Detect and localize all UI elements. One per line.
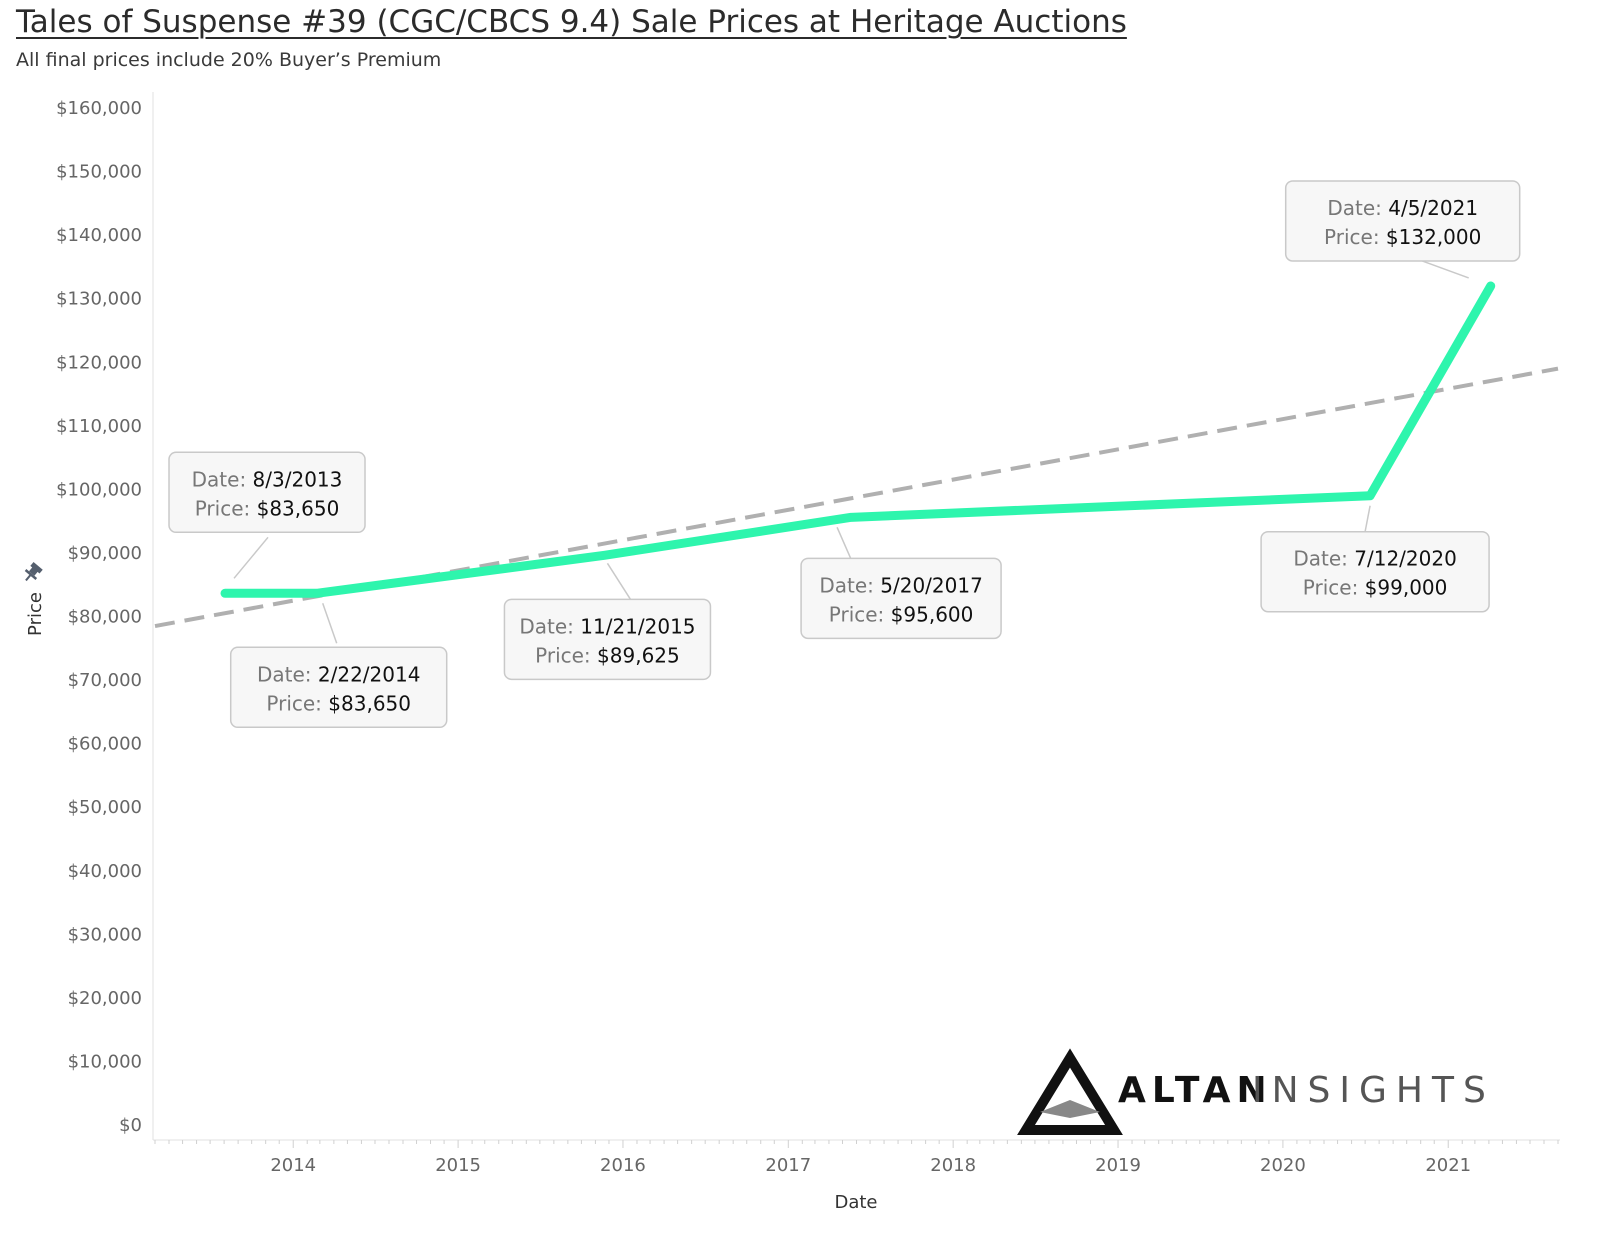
annotation-date: Date: 11/21/2015 — [519, 614, 695, 638]
annotation-date: Date: 8/3/2013 — [192, 467, 343, 491]
annotation-box — [800, 557, 1002, 640]
annotation-leader-line — [1416, 258, 1469, 279]
point-annotation: Date: 5/20/2017 Price: $95,600 — [800, 527, 1002, 640]
annotation-date: Date: 2/22/2014 — [257, 662, 420, 686]
x-axis-ticks: 2014 2015 2016 2017 2018 2019 2020 2021 — [270, 1155, 1471, 1176]
point-annotation: Date: 7/12/2020 Price: $99,000 — [1260, 505, 1490, 613]
y-tick-label: $20,000 — [68, 988, 142, 1009]
y-tick-label: $150,000 — [56, 162, 142, 183]
y-tick-label: $90,000 — [68, 543, 142, 564]
chart-title: Tales of Suspense #39 (CGC/CBCS 9.4) Sal… — [16, 4, 1127, 40]
y-tick-label: $60,000 — [68, 734, 142, 755]
altan-insights-logo: ALTAN INSIGHTS — [1017, 1048, 1495, 1135]
x-tick-label: 2018 — [930, 1155, 976, 1176]
x-tick-label: 2019 — [1095, 1155, 1141, 1176]
x-tick-label: 2016 — [600, 1155, 646, 1176]
pin-icon[interactable] — [21, 561, 44, 585]
annotation-price: Price: $99,000 — [1303, 576, 1448, 600]
annotation-date: Date: 4/5/2021 — [1327, 196, 1478, 220]
x-tick-label: 2015 — [435, 1155, 481, 1176]
y-tick-label: $140,000 — [56, 225, 142, 246]
point-annotation: Date: 8/3/2013 Price: $83,650 — [168, 451, 366, 579]
point-annotation: Date: 2/22/2014 Price: $83,650 — [229, 603, 448, 729]
annotation-box — [1260, 530, 1490, 613]
y-tick-label: $80,000 — [68, 607, 142, 628]
y-tick-label: $50,000 — [68, 797, 142, 818]
y-axis-ticks: $0 $10,000 $20,000 $30,000 $40,000 $50,000 $60… — [56, 98, 142, 1136]
y-tick-label: $120,000 — [56, 352, 142, 373]
price-series-line — [220, 281, 1496, 598]
annotation-leader-line — [606, 562, 632, 600]
point-annotation: Date: 4/5/2021 Price: $132,000 — [1284, 180, 1521, 279]
trend-line — [154, 366, 1559, 629]
y-tick-label: $40,000 — [68, 861, 142, 882]
annotation-leader-line — [233, 536, 269, 579]
annotation-leader-line — [322, 603, 338, 644]
annotation-date: Date: 7/12/2020 — [1293, 547, 1456, 571]
y-tick-label: $30,000 — [68, 924, 142, 945]
annotation-box — [168, 451, 366, 534]
y-axis-title: Price — [25, 592, 46, 636]
point-annotation: Date: 11/21/2015 Price: $89,625 — [503, 562, 712, 681]
annotation-box — [229, 646, 448, 729]
logo-word-altan: ALTAN — [1118, 1070, 1273, 1111]
x-tick-label: 2020 — [1260, 1155, 1306, 1176]
annotation-price: Price: $89,625 — [535, 643, 680, 667]
logo-word-insights: INSIGHTS — [1252, 1070, 1495, 1111]
annotation-box — [1284, 180, 1521, 262]
y-tick-label: $130,000 — [56, 289, 142, 310]
annotation-box — [503, 598, 712, 681]
annotation-leader-line — [1364, 505, 1371, 532]
y-tick-label: $0 — [119, 1115, 142, 1136]
y-tick-label: $70,000 — [68, 670, 142, 691]
x-axis-minor-ticks — [154, 1140, 1559, 1148]
chart-subtitle: All final prices include 20% Buyer’s Pre… — [16, 49, 442, 71]
x-tick-label: 2014 — [270, 1155, 316, 1176]
x-tick-label: 2017 — [765, 1155, 811, 1176]
mountain-triangle-icon — [1017, 1048, 1123, 1135]
y-tick-label: $160,000 — [56, 98, 142, 119]
annotation-price: Price: $132,000 — [1324, 225, 1481, 249]
x-axis-title: Date — [834, 1192, 877, 1213]
y-tick-label: $100,000 — [56, 479, 142, 500]
annotation-price: Price: $83,650 — [266, 691, 411, 715]
annotation-date: Date: 5/20/2017 — [819, 573, 982, 597]
annotation-price: Price: $83,650 — [195, 496, 340, 520]
y-tick-label: $110,000 — [56, 416, 142, 437]
annotation-price: Price: $95,600 — [829, 602, 974, 626]
annotation-leader-line — [836, 527, 852, 560]
x-tick-label: 2021 — [1425, 1155, 1471, 1176]
y-tick-label: $10,000 — [68, 1051, 142, 1072]
